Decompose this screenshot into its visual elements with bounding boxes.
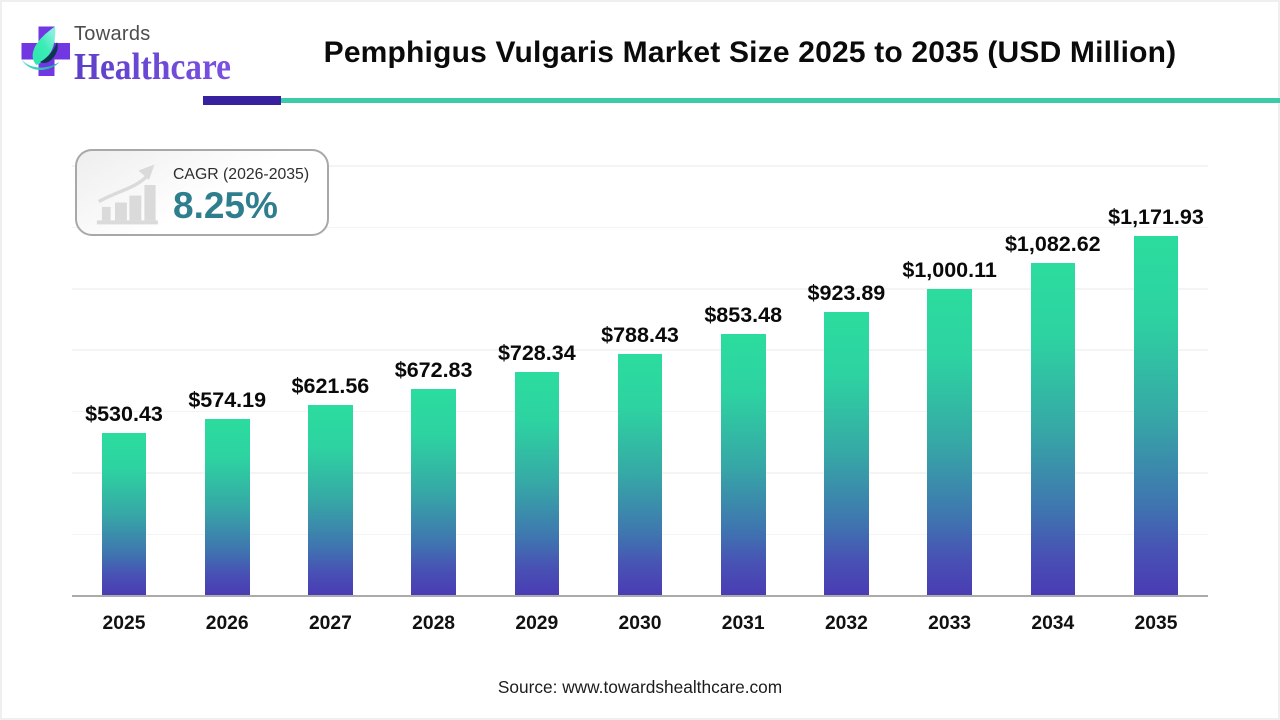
svg-text:Healthcare: Healthcare: [74, 46, 231, 88]
svg-text:Towards: Towards: [74, 23, 151, 45]
